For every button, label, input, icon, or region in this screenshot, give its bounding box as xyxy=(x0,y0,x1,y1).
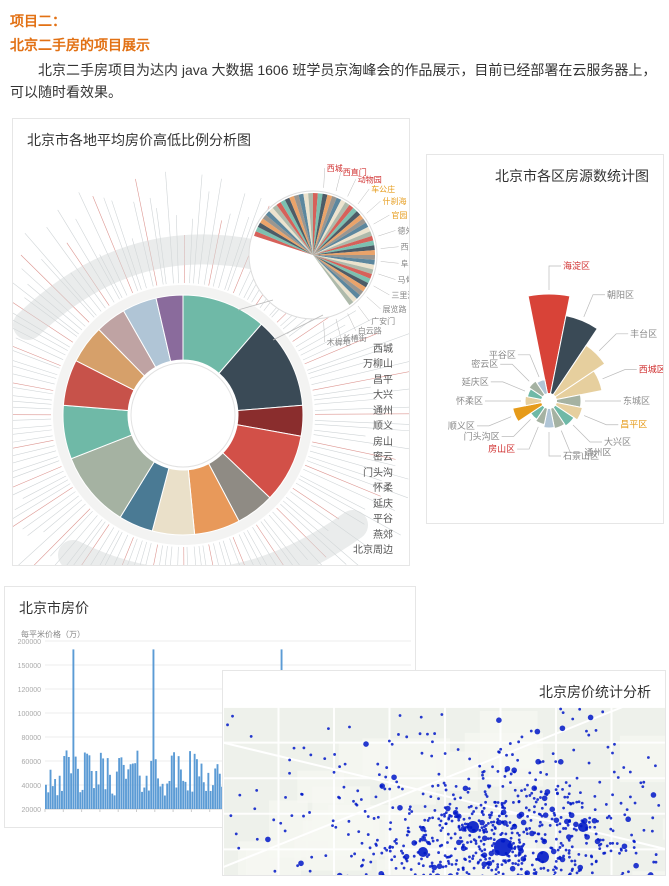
panel4-chart xyxy=(223,707,665,876)
legend-item: 万柳山 xyxy=(353,357,393,373)
legend-item: 门头沟 xyxy=(353,466,393,482)
svg-text:西城: 西城 xyxy=(327,164,343,173)
legend-item: 燕郊 xyxy=(353,528,393,544)
panel2-chart: 海淀区朝阳区丰台区西城区东城区昌平区大兴区通州区石景山区房山区门头沟区顺义区怀柔… xyxy=(427,191,663,524)
svg-text:木樨地: 木樨地 xyxy=(327,337,351,347)
svg-text:海淀区: 海淀区 xyxy=(563,260,590,271)
section-label: 项目二： xyxy=(10,10,665,32)
svg-text:阜成门: 阜成门 xyxy=(401,258,410,268)
svg-text:100000: 100000 xyxy=(18,711,41,718)
svg-text:60000: 60000 xyxy=(22,759,42,766)
legend-item: 平谷 xyxy=(353,512,393,528)
svg-text:120000: 120000 xyxy=(18,687,41,694)
panel4-title: 北京房价统计分析 xyxy=(223,671,665,707)
legend-item: 怀柔 xyxy=(353,481,393,497)
svg-text:80000: 80000 xyxy=(22,735,42,742)
legend-item: 密云 xyxy=(353,450,393,466)
svg-text:顺义区: 顺义区 xyxy=(448,421,475,431)
svg-text:门头沟区: 门头沟区 xyxy=(464,430,500,441)
panel1-title: 北京市各地平均房价高低比例分析图 xyxy=(13,119,409,155)
svg-text:三里河: 三里河 xyxy=(391,290,410,300)
panel1-legend: 西城万柳山昌平大兴通州顺义房山密云门头沟怀柔延庆平谷燕郊北京周边 xyxy=(353,342,393,559)
legend-item: 房山 xyxy=(353,435,393,451)
svg-text:每平米价格（万）: 每平米价格（万） xyxy=(21,629,85,639)
svg-text:40000: 40000 xyxy=(22,783,42,790)
svg-text:东城区: 东城区 xyxy=(623,395,650,406)
svg-text:车公庄: 车公庄 xyxy=(371,184,395,194)
svg-text:西四: 西四 xyxy=(401,243,410,252)
intro-text: 北京二手房项目为达内 java 大数据 1606 班学员京淘峰会的作品展示，目前… xyxy=(10,59,659,104)
panel-district-count: 北京市各区房源数统计图 海淀区朝阳区丰台区西城区东城区昌平区大兴区通州区石景山区… xyxy=(426,154,664,524)
svg-text:官园: 官园 xyxy=(391,210,407,220)
panel-avg-price-ratio: 北京市各地平均房价高低比例分析图 西城西直门动物园车公庄什刹海官园德外西四阜成门… xyxy=(12,118,410,566)
svg-text:朝阳区: 朝阳区 xyxy=(607,290,634,300)
svg-text:广安门: 广安门 xyxy=(371,316,395,326)
panels-area: 北京市各地平均房价高低比例分析图 西城西直门动物园车公庄什刹海官园德外西四阜成门… xyxy=(4,118,665,878)
legend-item: 延庆 xyxy=(353,497,393,513)
svg-text:房山区: 房山区 xyxy=(488,443,515,454)
legend-item: 昌平 xyxy=(353,373,393,389)
section-title: 北京二手房的项目展示 xyxy=(10,34,665,56)
panel2-title: 北京市各区房源数统计图 xyxy=(427,155,663,191)
legend-item: 大兴 xyxy=(353,388,393,404)
svg-text:平谷区: 平谷区 xyxy=(489,350,516,360)
svg-text:200000: 200000 xyxy=(18,639,41,646)
panel3-title: 北京市房价 xyxy=(5,587,415,623)
svg-text:德外: 德外 xyxy=(398,225,410,235)
svg-text:马甸: 马甸 xyxy=(398,275,410,285)
panel1-chart: 西城西直门动物园车公庄什刹海官园德外西四阜成门马甸三里河展览路广安门白云路长椿街… xyxy=(13,155,409,566)
legend-item: 北京周边 xyxy=(353,543,393,559)
svg-text:什刹海: 什刹海 xyxy=(383,196,407,206)
svg-text:密云区: 密云区 xyxy=(471,358,498,369)
svg-text:丰台区: 丰台区 xyxy=(630,328,657,339)
legend-item: 顺义 xyxy=(353,419,393,435)
svg-text:怀柔区: 怀柔区 xyxy=(456,395,483,406)
svg-text:石景山区: 石景山区 xyxy=(563,451,599,461)
svg-text:昌平区: 昌平区 xyxy=(620,420,647,430)
legend-item: 西城 xyxy=(353,342,393,358)
svg-text:展览路: 展览路 xyxy=(383,304,407,314)
svg-text:西城区: 西城区 xyxy=(639,365,664,375)
panel-map: 北京房价统计分析 xyxy=(222,670,666,876)
svg-text:大兴区: 大兴区 xyxy=(604,436,631,447)
svg-text:150000: 150000 xyxy=(18,663,41,670)
svg-text:20000: 20000 xyxy=(22,807,42,814)
legend-item: 通州 xyxy=(353,404,393,420)
svg-text:动物园: 动物园 xyxy=(358,174,382,184)
svg-text:延庆区: 延庆区 xyxy=(462,376,489,387)
